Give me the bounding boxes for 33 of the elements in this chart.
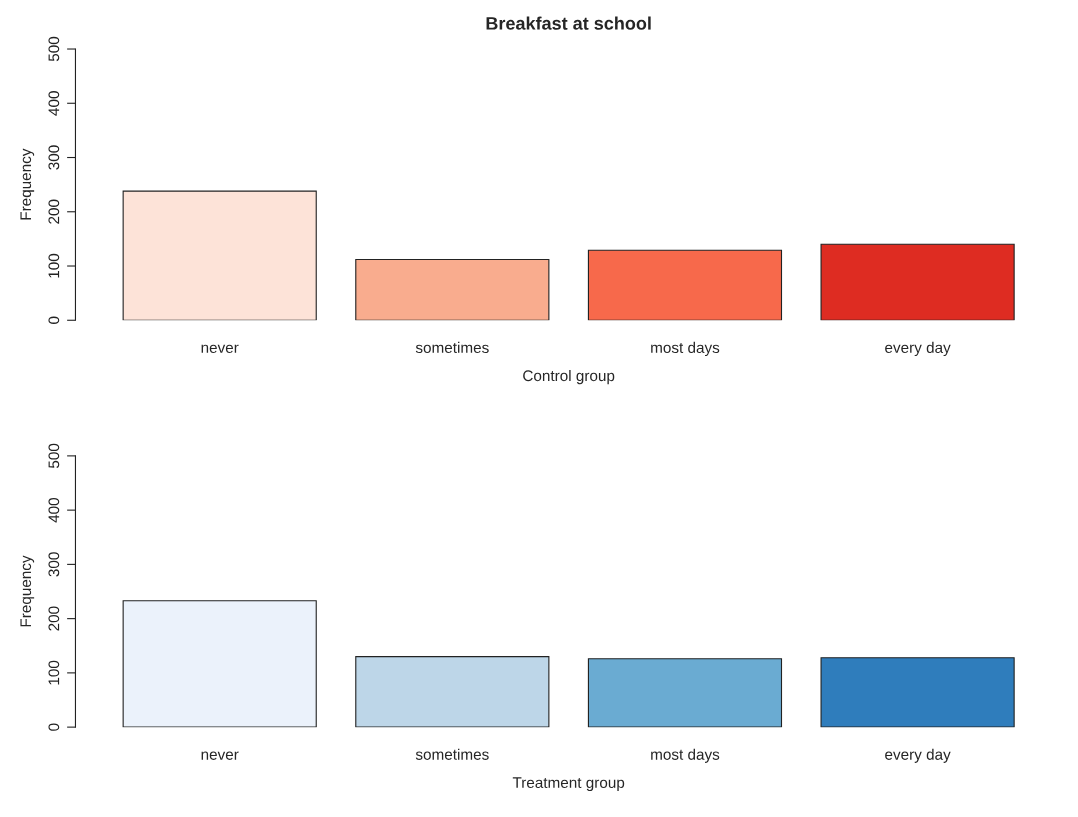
- y-tick-label: 400: [48, 91, 60, 116]
- x-tick-label: sometimes: [415, 748, 489, 760]
- y-tick-label: 200: [48, 199, 60, 224]
- y-tick-label: 0: [48, 723, 60, 731]
- y-tick-label: 300: [48, 145, 60, 170]
- x-axis-title: Control group: [523, 369, 615, 385]
- bar: [122, 600, 317, 728]
- bar: [355, 258, 550, 321]
- y-tick-label: 100: [48, 253, 60, 278]
- y-tick-label: 100: [48, 660, 60, 685]
- y-tick-label: 400: [48, 497, 60, 523]
- y-tick-label: 200: [48, 606, 60, 631]
- x-tick-label: sometimes: [415, 341, 489, 354]
- bar: [355, 656, 550, 728]
- x-tick-label: every day: [885, 341, 951, 357]
- x-tick-label: never: [201, 751, 239, 760]
- y-tick-label: 0: [48, 316, 60, 324]
- y-axis-title: Frequency: [20, 555, 35, 627]
- chart-title: Breakfast at school: [486, 16, 651, 30]
- bar: [587, 249, 783, 321]
- bar: [122, 190, 317, 321]
- bar: [820, 657, 1015, 728]
- bar: [587, 658, 783, 728]
- x-axis-title: Treatment group: [512, 777, 625, 792]
- x-tick-label: every day: [885, 748, 951, 763]
- x-tick-label: never: [201, 344, 239, 354]
- y-tick-label: 500: [48, 443, 60, 469]
- bar: [820, 243, 1015, 321]
- y-tick-label: 500: [48, 36, 60, 62]
- x-tick-label: most days: [651, 748, 720, 763]
- y-tick-label: 300: [48, 552, 60, 577]
- y-axis-title: Frequency: [20, 148, 35, 220]
- x-tick-label: most days: [651, 341, 720, 357]
